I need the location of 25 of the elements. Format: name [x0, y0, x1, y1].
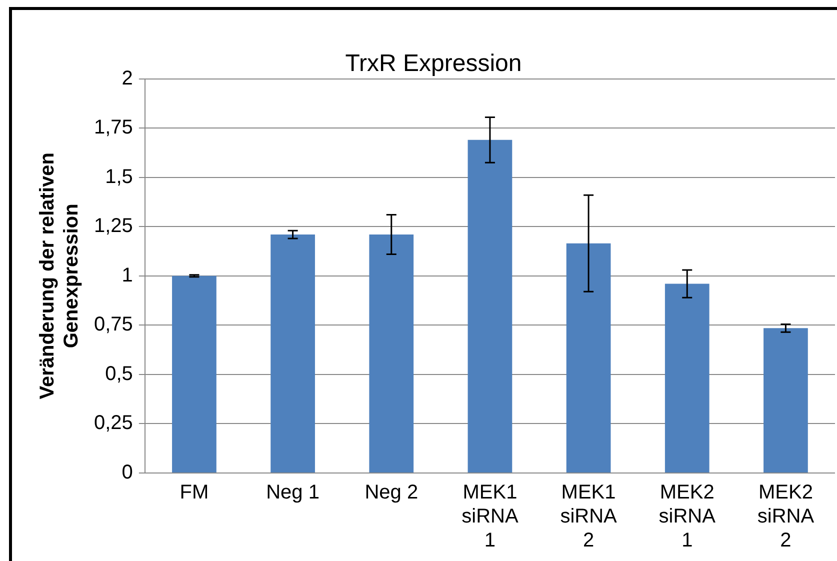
x-tick-label: Neg 2	[364, 482, 418, 504]
y-tick-label: 2	[122, 67, 133, 90]
bar	[566, 243, 611, 472]
x-tick-label: MEK1 siRNA 1	[462, 482, 519, 552]
y-tick-label: 1	[122, 264, 133, 286]
y-tick-label: 0,5	[105, 362, 133, 385]
x-tick-label: MEK1 siRNA 2	[560, 482, 618, 552]
x-tick-label: FM	[180, 482, 209, 504]
bar	[664, 284, 710, 472]
bar	[764, 328, 808, 472]
y-tick-label: 1,25	[94, 215, 133, 238]
bar	[369, 234, 414, 472]
x-tick-label: MEK2 siRNA 2	[757, 482, 815, 552]
bar	[468, 140, 512, 472]
y-axis-title: Veränderung der relativen Genexpression	[36, 152, 83, 400]
x-tick-label: MEK2 siRNA 1	[658, 482, 716, 552]
chart-title: TrxR Expression	[345, 50, 522, 78]
y-tick-label: 1,75	[94, 116, 133, 139]
y-tick-label: 1,5	[105, 166, 133, 188]
y-tick-label: 0	[122, 462, 133, 484]
bar	[172, 276, 216, 472]
x-tick-label: Neg 1	[266, 482, 320, 504]
bar	[270, 234, 315, 472]
y-tick-label: 0,25	[94, 412, 133, 434]
y-tick-label: 0,75	[94, 314, 133, 336]
